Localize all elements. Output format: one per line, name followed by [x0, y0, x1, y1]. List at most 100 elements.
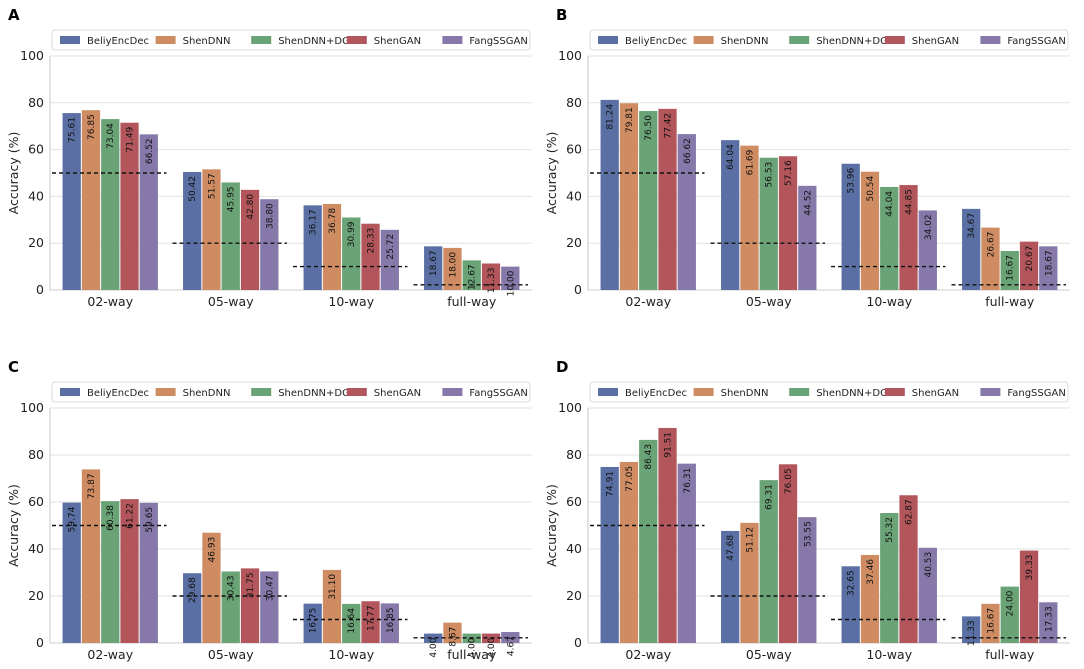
data-label: 30.99	[347, 221, 357, 247]
y-tick-label: 0	[36, 282, 44, 297]
legend-label: ShenDNN	[721, 388, 769, 399]
y-tick-label: 0	[574, 282, 582, 297]
bar	[677, 463, 696, 643]
legend-swatch	[598, 36, 618, 44]
legend-swatch	[346, 388, 367, 396]
bar	[240, 189, 260, 290]
bar	[501, 632, 520, 643]
bar	[260, 199, 279, 290]
data-label: 11.33	[967, 620, 977, 646]
x-tick-label: full-way	[985, 647, 1035, 662]
data-label: 77.42	[664, 113, 674, 139]
data-label: 75.61	[68, 117, 78, 143]
data-label: 59.65	[145, 507, 155, 533]
legend-label: ShenDNN+DGN	[816, 388, 895, 399]
legend	[589, 29, 1069, 51]
legend-label: ShenDNN	[183, 388, 231, 399]
legend-label: ShenDNN+DGN	[278, 36, 357, 47]
y-tick-label: 60	[28, 142, 44, 157]
bar	[899, 495, 918, 643]
bar	[880, 512, 899, 643]
bar	[260, 571, 279, 643]
data-label: 91.51	[664, 432, 674, 458]
bar	[721, 140, 740, 290]
bar	[443, 247, 462, 290]
data-label: 71.49	[126, 126, 136, 152]
legend-label: ShenGAN	[912, 388, 959, 399]
data-label: 18.00	[448, 252, 458, 278]
data-label: 73.04	[106, 123, 116, 149]
y-tick-label: 60	[28, 494, 44, 509]
data-label: 61.69	[745, 149, 755, 175]
data-label: 61.22	[126, 503, 136, 529]
chart-panel-b: B 0 20 40 60 80 100 Accuracy (%) 81.24 79.81 76.50…	[544, 6, 1070, 309]
data-label: 28.33	[367, 228, 377, 254]
bar	[202, 169, 221, 290]
y-axis-label: Accuracy (%)	[6, 132, 21, 215]
bar	[740, 145, 759, 290]
y-tick-label: 100	[558, 400, 582, 415]
bar	[600, 466, 619, 643]
data-label: 36.17	[309, 209, 319, 235]
legend-label: ShenGAN	[912, 36, 959, 47]
bar	[183, 573, 202, 643]
bar	[81, 469, 101, 643]
legend-swatch	[442, 388, 463, 396]
bar	[1039, 246, 1058, 290]
data-label: 73.87	[87, 473, 97, 499]
bar	[962, 208, 981, 290]
data-label: 16.64	[347, 608, 357, 634]
legend-label: BeliyEncDec	[87, 36, 149, 47]
y-tick-label: 100	[20, 48, 44, 63]
legend-label: ShenDNN	[721, 36, 769, 47]
data-label: 16.85	[386, 607, 396, 633]
y-axis-label: Accuracy (%)	[544, 484, 559, 567]
data-label: 64.04	[726, 144, 736, 170]
data-label: 44.85	[905, 189, 915, 215]
data-label: 4.00	[487, 637, 497, 657]
x-tick-label: full-way	[985, 294, 1035, 309]
chart-panel-c: C 0 20 40 60 80 100 Accuracy (%) 59.74 73.87 60.38…	[6, 358, 532, 662]
legend-label: ShenDNN+DGN	[816, 36, 895, 47]
y-tick-label: 0	[574, 635, 582, 650]
y-tick-label: 40	[28, 188, 44, 203]
legend-swatch	[693, 36, 714, 44]
bar	[501, 266, 520, 290]
legend-label: FangSSGAN	[469, 36, 527, 47]
x-tick-label: 05-way	[746, 294, 792, 309]
bar	[759, 157, 778, 290]
bar	[202, 532, 221, 643]
bar	[221, 182, 240, 290]
bar	[860, 554, 880, 643]
data-label: 66.62	[683, 138, 693, 164]
bar	[721, 530, 740, 643]
x-tick-label: 10-way	[866, 294, 912, 309]
data-label: 36.78	[328, 208, 338, 234]
legend-label: BeliyEncDec	[87, 388, 149, 399]
legend-swatch	[155, 36, 176, 44]
y-tick-label: 20	[566, 235, 582, 250]
data-label: 20.67	[1025, 246, 1035, 272]
data-label: 37.46	[866, 559, 876, 585]
data-label: 16.67	[986, 608, 996, 634]
x-tick-label: full-way	[447, 647, 497, 662]
data-label: 55.32	[885, 517, 895, 543]
bar	[658, 108, 677, 291]
bar	[899, 185, 918, 290]
chart-panel-a: A 0 20 40 60 80 100 Accuracy (%) 75.61 76.85 73.04…	[6, 6, 532, 309]
y-tick-label: 40	[28, 541, 44, 556]
bar	[759, 480, 778, 643]
legend-swatch	[598, 388, 618, 396]
data-label: 29.68	[188, 577, 198, 603]
data-label: 17.33	[1044, 606, 1054, 632]
bar	[658, 427, 677, 643]
bar	[1019, 241, 1039, 290]
bar	[462, 260, 481, 290]
data-label: 31.10	[328, 574, 338, 600]
legend-label: ShenDNN+DGN	[278, 388, 357, 399]
data-label: 76.31	[683, 468, 693, 494]
legend-swatch	[789, 36, 810, 44]
bar	[62, 113, 81, 290]
bar	[101, 119, 120, 291]
